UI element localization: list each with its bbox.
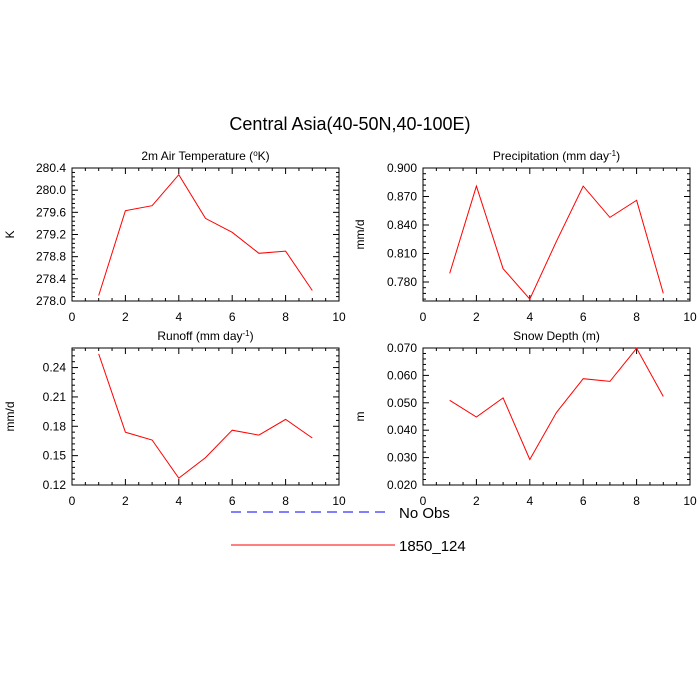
x-tick-label: 4 bbox=[175, 494, 182, 508]
panel-title: Snow Depth (m) bbox=[513, 329, 600, 343]
x-tick-label: 10 bbox=[683, 494, 697, 508]
x-tick-label: 0 bbox=[69, 310, 76, 324]
panel-title: 2m Air Temperature (oK) bbox=[141, 149, 269, 164]
y-tick-label: 0.24 bbox=[43, 361, 67, 375]
y-tick-label: 279.2 bbox=[36, 228, 66, 242]
y-tick-label: 0.070 bbox=[387, 341, 417, 355]
x-tick-label: 6 bbox=[580, 494, 587, 508]
y-axis-label: mm/d bbox=[3, 402, 17, 432]
y-tick-label: 0.060 bbox=[387, 368, 417, 382]
panel-0: 0 2 4 6 8 10 278.0 278.4 278.8 279.2 279.6 280.0 280… bbox=[3, 149, 346, 325]
y-tick-label: 0.780 bbox=[387, 275, 417, 289]
x-tick-label: 4 bbox=[526, 494, 533, 508]
plot-frame bbox=[71, 347, 340, 486]
x-tick-label: 2 bbox=[122, 494, 129, 508]
x-tick-label: 0 bbox=[69, 494, 76, 508]
y-tick-label: 280.4 bbox=[36, 161, 66, 175]
x-tick-label: 10 bbox=[683, 310, 697, 324]
series-line-model bbox=[98, 353, 313, 479]
x-tick-label: 2 bbox=[473, 494, 480, 508]
y-tick-label: 0.15 bbox=[43, 449, 67, 463]
y-tick-label: 278.0 bbox=[36, 294, 66, 308]
plot-frame bbox=[71, 167, 340, 302]
x-tick-label: 6 bbox=[229, 310, 236, 324]
x-tick-label: 8 bbox=[282, 310, 289, 324]
panel-title: Runoff (mm day-1) bbox=[157, 329, 253, 344]
x-tick-label: 6 bbox=[580, 310, 587, 324]
panel-2: 0 2 4 6 8 10 0.12 0.15 0.18 0.21 0.24 Runoff (mm da… bbox=[3, 329, 346, 509]
series-line-model bbox=[98, 173, 313, 296]
y-tick-label: 280.0 bbox=[36, 183, 66, 197]
plot-frame bbox=[422, 167, 691, 302]
series-line-model bbox=[449, 347, 664, 461]
y-tick-label: 278.8 bbox=[36, 250, 66, 264]
plot-frame bbox=[422, 347, 691, 486]
x-tick-label: 4 bbox=[175, 310, 182, 324]
y-axis-label: mm/d bbox=[353, 220, 367, 250]
legend-label-no-obs: No Obs bbox=[399, 505, 450, 522]
y-tick-label: 0.810 bbox=[387, 247, 417, 261]
y-tick-label: 0.900 bbox=[387, 161, 417, 175]
y-tick-label: 0.840 bbox=[387, 218, 417, 232]
y-tick-label: 0.21 bbox=[43, 390, 67, 404]
y-tick-label: 0.18 bbox=[43, 419, 67, 433]
x-tick-label: 0 bbox=[420, 494, 427, 508]
y-tick-label: 0.12 bbox=[43, 478, 67, 492]
y-axis-label: m bbox=[353, 412, 367, 422]
x-tick-label: 6 bbox=[229, 494, 236, 508]
y-tick-label: 279.6 bbox=[36, 205, 66, 219]
y-tick-label: 0.870 bbox=[387, 190, 417, 204]
x-tick-label: 10 bbox=[332, 494, 346, 508]
y-tick-label: 278.4 bbox=[36, 272, 66, 286]
y-tick-label: 0.030 bbox=[387, 451, 417, 465]
y-tick-label: 0.020 bbox=[387, 478, 417, 492]
x-tick-label: 8 bbox=[633, 310, 640, 324]
x-tick-label: 4 bbox=[526, 310, 533, 324]
legend-label-model: 1850_124 bbox=[399, 538, 466, 555]
y-tick-label: 0.050 bbox=[387, 396, 417, 410]
panels: 0 2 4 6 8 10278.0278.4278.8279.2279.6280.0280… bbox=[3, 149, 697, 509]
x-tick-label: 8 bbox=[282, 494, 289, 508]
legend: No Obs 1850_124 bbox=[231, 505, 466, 555]
series-line-model bbox=[449, 184, 664, 301]
x-tick-label: 8 bbox=[633, 494, 640, 508]
x-tick-label: 2 bbox=[122, 310, 129, 324]
panel-1: 0 2 4 6 8 10 0.780 0.810 0.840 0.870 0.900 Precipit… bbox=[353, 149, 697, 325]
x-tick-label: 10 bbox=[332, 310, 346, 324]
y-axis-label: K bbox=[3, 230, 17, 238]
panel-3: 0 2 4 6 8 10 0.020 0.030 0.040 0.050 0.060 0.070 Sno… bbox=[353, 329, 697, 508]
page-title: Central Asia(40-50N,40-100E) bbox=[229, 114, 470, 134]
y-tick-label: 0.040 bbox=[387, 423, 417, 437]
x-tick-label: 0 bbox=[420, 310, 427, 324]
x-tick-label: 2 bbox=[473, 310, 480, 324]
panel-title: Precipitation (mm day-1) bbox=[493, 149, 620, 164]
